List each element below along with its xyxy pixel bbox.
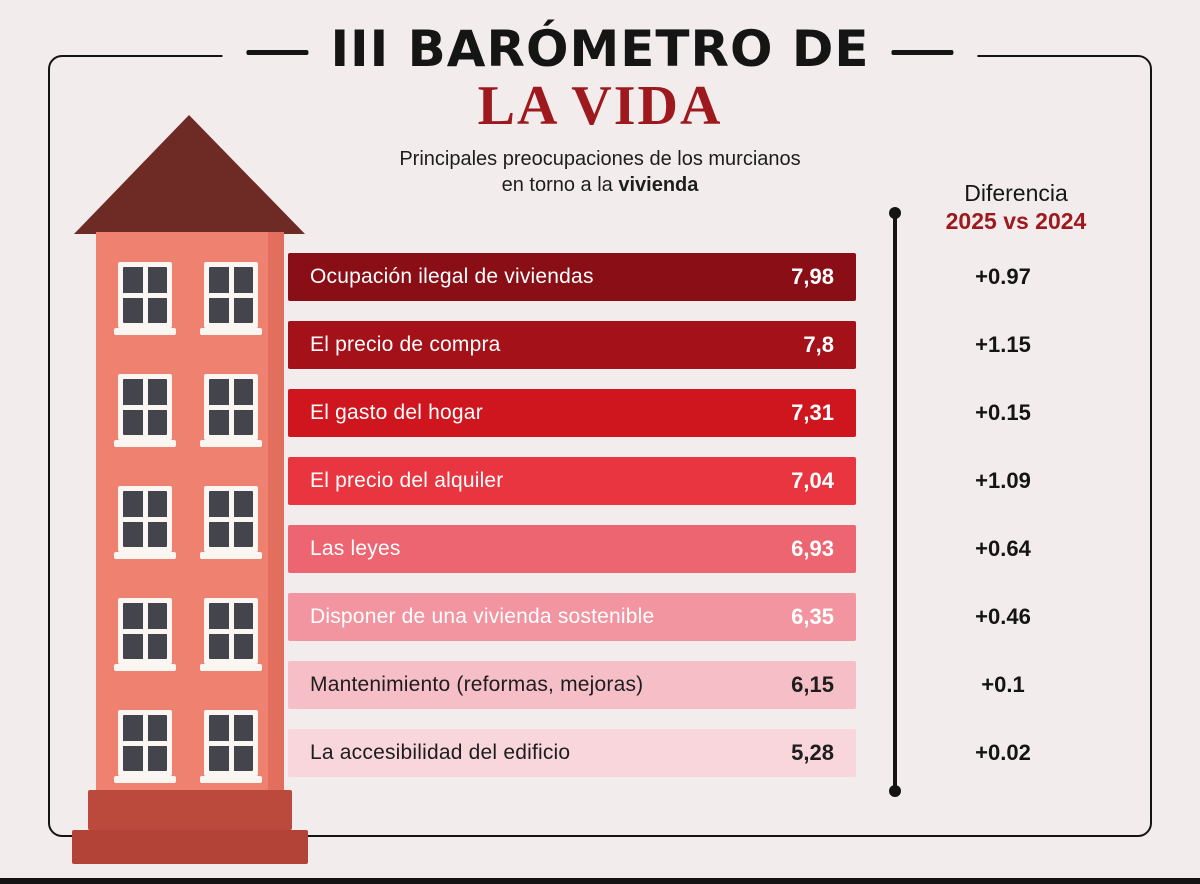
title-line1: III BARÓMETRO DE (330, 20, 870, 78)
building-illustration (70, 112, 310, 868)
window-icon (200, 710, 262, 783)
bar-label: Las leyes (310, 537, 401, 560)
diff-header-line1: Diferencia (964, 180, 1068, 206)
window-panes (209, 379, 253, 435)
diff-header-line2: 2025 vs 2024 (945, 207, 1087, 234)
bar-7: La accesibilidad del edificio 5,28 (288, 729, 856, 777)
bar-value: 6,35 (791, 604, 834, 629)
window-panes (123, 603, 167, 659)
building-base-upper (88, 790, 292, 830)
bar-6: Mantenimiento (reformas, mejoras) 6,15 (288, 661, 856, 709)
title-line2: LA VIDA (477, 75, 723, 137)
window-icon (200, 262, 262, 335)
diff-value: +1.09 (975, 468, 1031, 493)
bar-value: 7,98 (791, 264, 834, 289)
diff-axis-line (893, 212, 897, 792)
wall-shade (268, 232, 284, 790)
bar-2: El gasto del hogar 7,31 (288, 389, 856, 437)
window-icon (200, 374, 262, 447)
diff-value: +0.97 (975, 264, 1031, 289)
header-block: LA VIDA Principales preocupaciones de lo… (0, 75, 1200, 198)
window-icon (200, 598, 262, 671)
window-panes (123, 379, 167, 435)
window-icon (114, 710, 176, 783)
window-icon (114, 262, 176, 335)
bar-value: 5,28 (791, 740, 834, 765)
bar-row: El precio del alquiler 7,04 +1.09 (288, 457, 1150, 505)
bar-row: Ocupación ilegal de viviendas 7,98 +0.97 (288, 253, 1150, 301)
bar-row: El gasto del hogar 7,31 +0.15 (288, 389, 1150, 437)
roof-icon (74, 115, 305, 234)
window-panes (209, 267, 253, 323)
bar-4: Las leyes 6,93 (288, 525, 856, 573)
window-panes (209, 715, 253, 771)
title-rule-left (246, 49, 309, 55)
window-icon (200, 486, 262, 559)
bar-value: 6,93 (791, 536, 834, 561)
page-title: III BARÓMETRO DE (222, 14, 978, 84)
diff-value: +0.02 (975, 740, 1031, 765)
window-icon (114, 486, 176, 559)
diff-value: +0.64 (975, 536, 1031, 561)
bar-1: El precio de compra 7,8 (288, 321, 856, 369)
bar-row: El precio de compra 7,8 +1.15 (288, 321, 1150, 369)
bar-row: Disponer de una vivienda sostenible 6,35 +… (288, 593, 1150, 641)
bar-label: Mantenimiento (reformas, mejoras) (310, 673, 644, 696)
window-icon (114, 374, 176, 447)
bar-label: El precio del alquiler (310, 469, 504, 492)
subtitle-line2: en torno a la vivienda (0, 172, 1200, 198)
subtitle-line2-bold: vivienda (618, 173, 699, 196)
building-base-lower (72, 830, 308, 864)
window-panes (209, 603, 253, 659)
bar-row: Mantenimiento (reformas, mejoras) 6,15 +0.… (288, 661, 1150, 709)
diff-column-header: Diferencia 2025 vs 2024 (928, 180, 1104, 235)
bar-label: El gasto del hogar (310, 401, 483, 424)
diff-value: +0.15 (975, 400, 1031, 425)
bar-chart: Ocupación ilegal de viviendas 7,98 +0.97 El… (288, 253, 1150, 797)
window-panes (209, 491, 253, 547)
bar-5: Disponer de una vivienda sostenible 6,35 (288, 593, 856, 641)
building-wall (96, 232, 284, 790)
diff-value: +1.15 (975, 332, 1031, 357)
bar-0: Ocupación ilegal de viviendas 7,98 (288, 253, 856, 301)
window-icon (114, 598, 176, 671)
bar-value: 7,8 (803, 332, 834, 357)
diff-value: +0.46 (975, 604, 1031, 629)
bar-label: Disponer de una vivienda sostenible (310, 605, 655, 628)
bar-label: El precio de compra (310, 333, 501, 356)
bar-label: Ocupación ilegal de viviendas (310, 265, 594, 288)
subtitle-line1: Principales preocupaciones de los murcia… (399, 147, 801, 170)
bar-value: 6,15 (791, 672, 834, 697)
bar-row: La accesibilidad del edificio 5,28 +0.02 (288, 729, 1150, 777)
bar-row: Las leyes 6,93 +0.64 (288, 525, 1150, 573)
subtitle-line2-prefix: en torno a la (501, 173, 619, 196)
title-rule-right (891, 49, 954, 55)
window-panes (123, 715, 167, 771)
bar-value: 7,04 (791, 468, 834, 493)
diff-value: +0.1 (981, 672, 1025, 697)
bar-label: La accesibilidad del edificio (310, 741, 571, 764)
subtitle: Principales preocupaciones de los murcia… (0, 146, 1200, 198)
window-panes (123, 491, 167, 547)
bar-3: El precio del alquiler 7,04 (288, 457, 856, 505)
window-panes (123, 267, 167, 323)
bar-value: 7,31 (791, 400, 834, 425)
bottom-border-strip (0, 878, 1200, 884)
